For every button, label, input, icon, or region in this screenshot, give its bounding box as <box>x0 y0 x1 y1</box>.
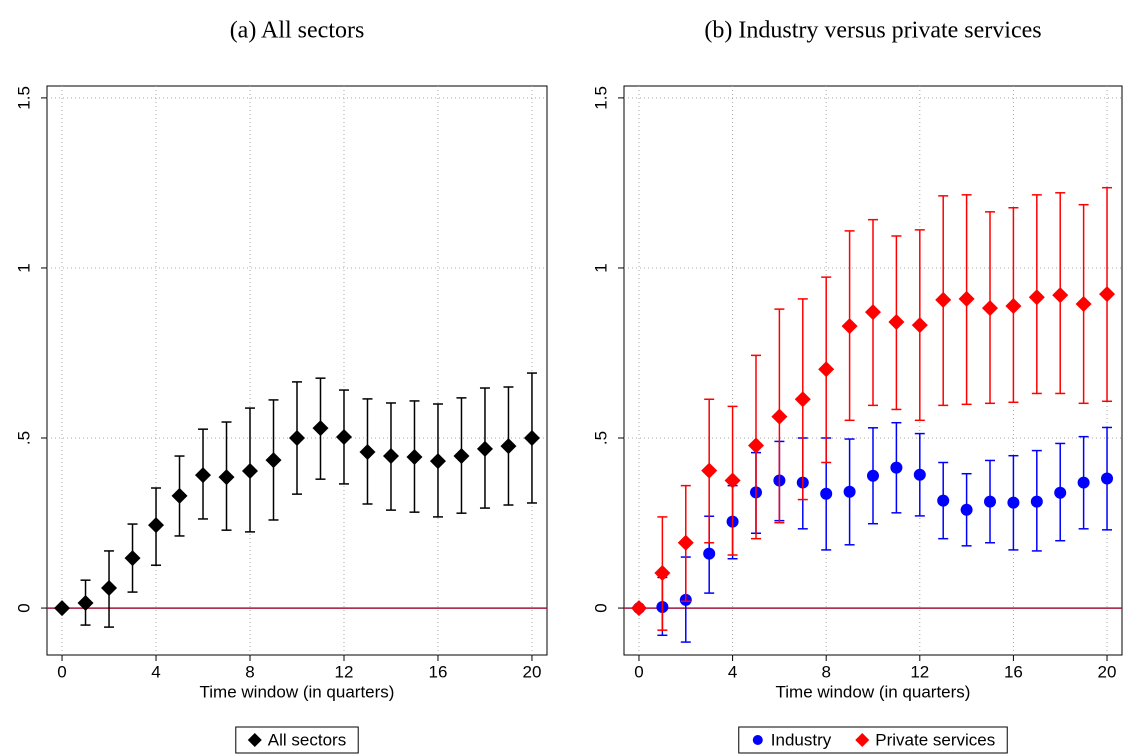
x-tick-label: 20 <box>1098 662 1117 681</box>
point <box>867 469 879 482</box>
legend-item: All sectors <box>247 730 346 749</box>
point <box>406 449 423 466</box>
point <box>1007 496 1020 509</box>
point <box>747 437 764 454</box>
x-tick-label: 12 <box>335 662 354 681</box>
y-tick-label: .5 <box>591 431 610 445</box>
point <box>1101 472 1114 485</box>
point <box>890 461 903 474</box>
point <box>794 391 811 408</box>
point <box>359 443 376 460</box>
legend: All sectors <box>235 726 359 754</box>
y-tick-label: 1.5 <box>14 86 33 110</box>
legend-box <box>738 726 1008 754</box>
point <box>124 550 141 567</box>
point <box>382 448 399 465</box>
point <box>218 469 235 486</box>
point <box>101 579 118 596</box>
x-axis-label: Time window (in quarters) <box>776 682 971 701</box>
point <box>289 430 305 447</box>
legend-marker <box>247 733 262 747</box>
point <box>1052 287 1069 304</box>
point <box>500 438 517 455</box>
y-tick-label: .5 <box>14 431 33 445</box>
point <box>677 534 694 551</box>
point <box>724 472 741 489</box>
chart-title: (a) All sectors <box>230 18 365 44</box>
legend-item: Private services <box>855 730 995 749</box>
point <box>982 300 999 317</box>
x-axis-label: Time window (in quarters) <box>200 682 395 701</box>
x-tick-label: 8 <box>821 662 830 681</box>
x-tick-label: 20 <box>523 662 542 681</box>
point <box>630 600 647 617</box>
point <box>820 487 833 500</box>
point <box>654 565 671 582</box>
y-tick-label: 1 <box>14 263 33 272</box>
legend-label: Industry <box>771 730 832 749</box>
legend-marker <box>855 733 870 747</box>
x-tick-label: 0 <box>634 662 643 681</box>
point <box>312 420 329 437</box>
point <box>911 317 928 334</box>
point <box>242 463 259 480</box>
chart-title: (b) Industry versus private services <box>704 18 1041 44</box>
legend-item: Industry <box>752 730 832 749</box>
x-tick-label: 12 <box>910 662 929 681</box>
legend-marker <box>752 735 763 745</box>
point <box>265 452 282 469</box>
legend-label: Private services <box>875 730 995 749</box>
point <box>335 428 352 445</box>
point <box>1077 476 1090 489</box>
x-tick-label: 16 <box>1004 662 1023 681</box>
point <box>171 487 188 504</box>
x-tick-label: 4 <box>151 662 160 681</box>
point <box>429 453 446 470</box>
x-tick-label: 16 <box>429 662 448 681</box>
point <box>913 468 926 481</box>
point <box>453 448 470 465</box>
point <box>935 291 952 308</box>
y-tick-label: 1 <box>591 263 610 272</box>
point <box>1075 296 1092 313</box>
point <box>195 467 212 484</box>
x-tick-label: 0 <box>57 662 66 681</box>
point <box>1030 495 1043 508</box>
point <box>523 430 540 447</box>
point <box>984 495 997 508</box>
y-tick-label: 1.5 <box>591 86 610 110</box>
point <box>1028 289 1045 306</box>
legend-label: All sectors <box>268 730 346 749</box>
point <box>960 503 973 516</box>
point <box>1005 298 1022 315</box>
point <box>958 290 975 307</box>
plot-frame <box>623 85 1123 656</box>
x-tick-label: 8 <box>245 662 254 681</box>
point <box>1099 286 1116 303</box>
point <box>1054 486 1067 499</box>
point <box>476 440 493 457</box>
point <box>818 361 835 378</box>
point <box>937 494 950 507</box>
y-tick-label: 0 <box>591 603 610 612</box>
point <box>77 594 94 611</box>
legend: Industry Private services <box>738 726 1008 754</box>
point <box>771 408 788 425</box>
point <box>148 517 165 534</box>
point <box>841 318 858 335</box>
point <box>703 547 716 560</box>
point <box>865 304 881 321</box>
plot-frame <box>46 85 548 656</box>
point <box>843 485 856 498</box>
y-tick-label: 0 <box>14 603 33 612</box>
x-tick-label: 4 <box>728 662 737 681</box>
point <box>54 600 71 617</box>
point <box>701 462 718 479</box>
point <box>888 314 905 331</box>
